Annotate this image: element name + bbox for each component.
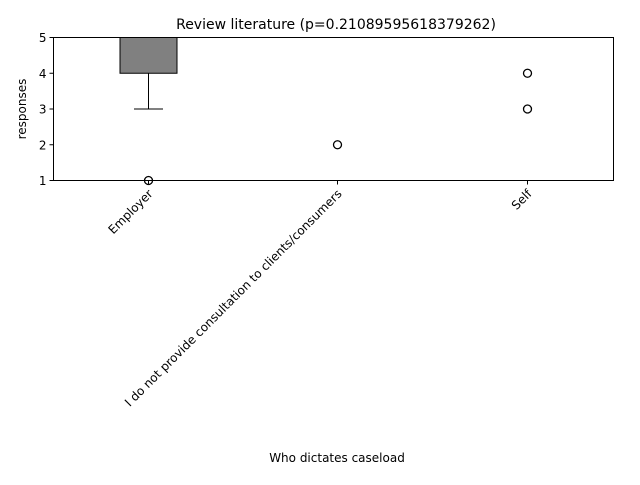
x-axis-label: Who dictates caseload (269, 451, 405, 465)
y-ticks: 1 2 3 4 5 (39, 31, 54, 188)
box-group (309, 38, 366, 149)
x-tick-label: I do not provide consultation to clients… (122, 187, 345, 410)
box-group (499, 38, 556, 114)
y-tick-label: 4 (39, 67, 47, 81)
outlier-point (524, 105, 532, 113)
y-axis-label: responses (15, 79, 29, 140)
y-tick-label: 1 (39, 174, 47, 188)
box-group (120, 38, 177, 185)
plot-layer (120, 38, 556, 185)
y-tick-label: 5 (39, 31, 47, 45)
box-body (120, 38, 177, 74)
outlier-point (524, 69, 532, 77)
x-tick-label: Self (509, 186, 535, 212)
chart-title: Review literature (p=0.21089595618379262… (176, 17, 496, 33)
outlier-point (334, 141, 342, 149)
y-tick-label: 2 (39, 138, 47, 152)
x-tick-label: Employer (105, 187, 155, 237)
y-tick-label: 3 (39, 103, 47, 117)
